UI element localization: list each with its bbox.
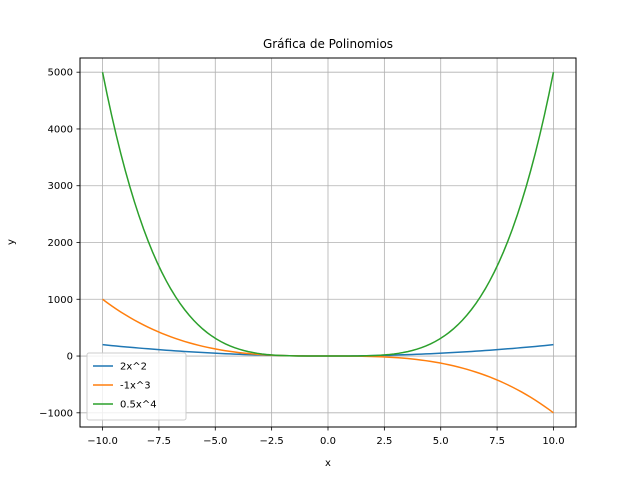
y-tick-label: 3000 (48, 181, 73, 192)
legend-label: -1x^3 (120, 381, 151, 392)
y-tick-label: 2000 (48, 238, 73, 249)
plot-area (101, 72, 555, 414)
chart-title: Gráfica de Polinomios (263, 37, 393, 51)
y-tick-label: 0 (67, 352, 73, 363)
x-tick-label: −2.5 (259, 436, 283, 447)
x-axis-label: x (325, 458, 331, 469)
y-tick-label: 1000 (48, 295, 73, 306)
x-tick-label: 2.5 (376, 436, 392, 447)
y-axis-label: y (6, 239, 17, 245)
y-tick-label: 5000 (48, 68, 73, 79)
legend: 2x^2 -1x^3 0.5x^4 (86, 352, 187, 421)
x-tick-label: 10.0 (542, 436, 564, 447)
legend-label: 0.5x^4 (120, 400, 157, 411)
x-tick-label: 0.0 (320, 436, 336, 447)
y-tick-label: 4000 (48, 124, 73, 135)
x-tick-label: −5.0 (203, 436, 227, 447)
legend-label: 2x^2 (120, 362, 147, 373)
x-tick-label: −7.5 (147, 436, 171, 447)
x-tick-label: −10.0 (87, 436, 118, 447)
x-tick-label: 5.0 (433, 436, 449, 447)
y-tick-label: −1000 (39, 408, 73, 419)
ticks: −10.0 −7.5 −5.0 −2.5 0.0 2.5 5.0 7.5 10.0 −1000 0 1… (39, 68, 564, 447)
series-line (101, 72, 555, 357)
x-tick-label: 7.5 (489, 436, 505, 447)
